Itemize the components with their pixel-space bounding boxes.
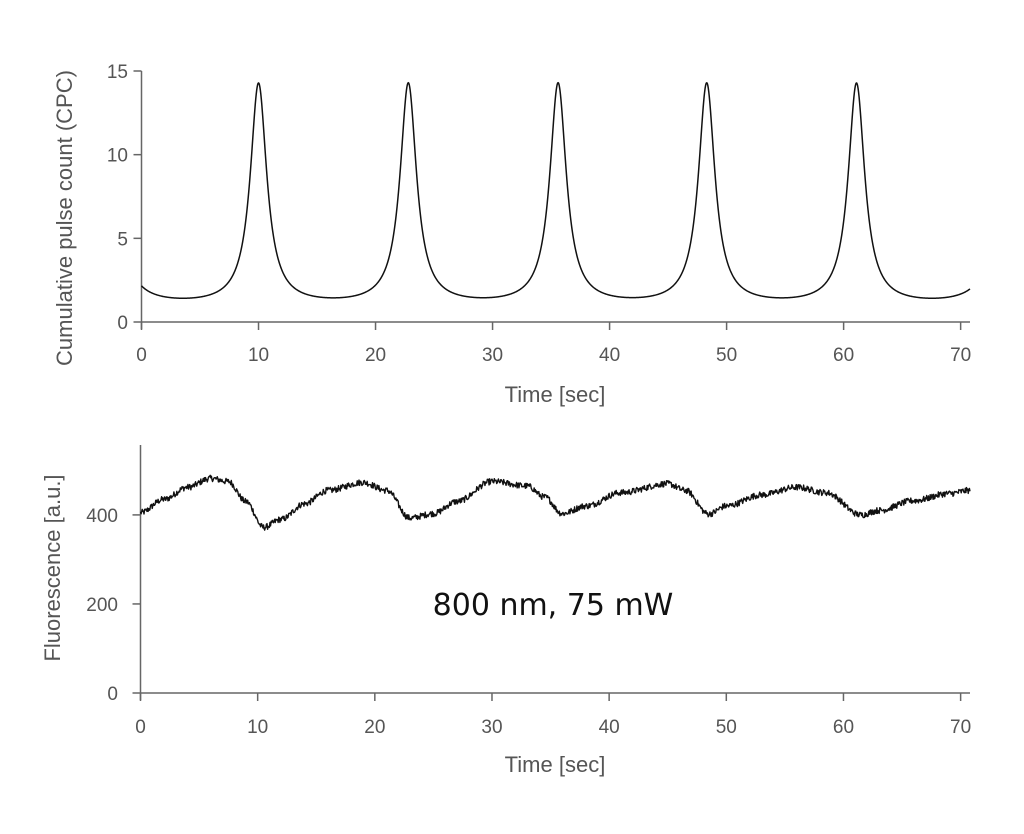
fluorescence-x-tick-label: 0: [135, 717, 146, 738]
cpc-axes: 0 10 20 30 40 50 60 70 0 5 10 15: [107, 62, 971, 366]
fluorescence-chart: 0 10 20 30 40 50 60 70 0 200 400 Time [sec] Fluore…: [40, 445, 971, 777]
fluorescence-x-tick-label: 20: [364, 717, 385, 738]
cpc-x-tick-label: 70: [950, 345, 971, 366]
cpc-x-tick-label: 20: [365, 345, 386, 366]
cpc-x-tick-label: 30: [482, 345, 503, 366]
fluorescence-x-tick-label: 50: [716, 717, 737, 738]
fluorescence-x-tick-label: 30: [481, 717, 502, 738]
cpc-y-tick-label: 0: [117, 313, 128, 334]
fluorescence-x-tick-label: 60: [833, 717, 854, 738]
cpc-x-axis-title: Time [sec]: [505, 382, 606, 407]
fluorescence-y-tick-label: 0: [107, 684, 118, 705]
fluorescence-y-tick-label: 400: [86, 506, 118, 527]
cpc-x-tick-label: 60: [833, 345, 854, 366]
cpc-y-tick-label: 15: [107, 62, 128, 83]
cpc-x-tick-label: 40: [599, 345, 620, 366]
cpc-chart: 0 10 20 30 40 50 60 70 0 5 10 15 Time [sec] Cumulat…: [52, 62, 971, 407]
cpc-series: [140, 81, 971, 299]
fluorescence-x-tick-label: 40: [599, 717, 620, 738]
laser-settings-annotation: 800 nm, 75 mW: [433, 588, 674, 623]
fluorescence-axes: 0 10 20 30 40 50 60 70 0 200 400: [86, 445, 971, 738]
cpc-y-axis-title: Cumulative pulse count (CPC): [52, 70, 77, 366]
cpc-y-tick-label: 10: [107, 146, 128, 167]
fluorescence-y-axis-title: Fluorescence [a.u.]: [40, 474, 65, 661]
fluorescence-x-tick-label: 70: [950, 717, 971, 738]
cpc-x-tick-label: 50: [716, 345, 737, 366]
cpc-x-tick-label: 0: [136, 345, 147, 366]
fluorescence-x-axis-title: Time [sec]: [505, 752, 606, 777]
cpc-x-tick-label: 10: [248, 345, 269, 366]
fluorescence-x-tick-label: 10: [247, 717, 268, 738]
cpc-y-tick-label: 5: [117, 229, 128, 250]
fluorescence-series: [139, 474, 971, 531]
fluorescence-series-line: [139, 474, 971, 531]
fluorescence-y-tick-label: 200: [86, 595, 118, 616]
cpc-series-line: [140, 81, 971, 299]
